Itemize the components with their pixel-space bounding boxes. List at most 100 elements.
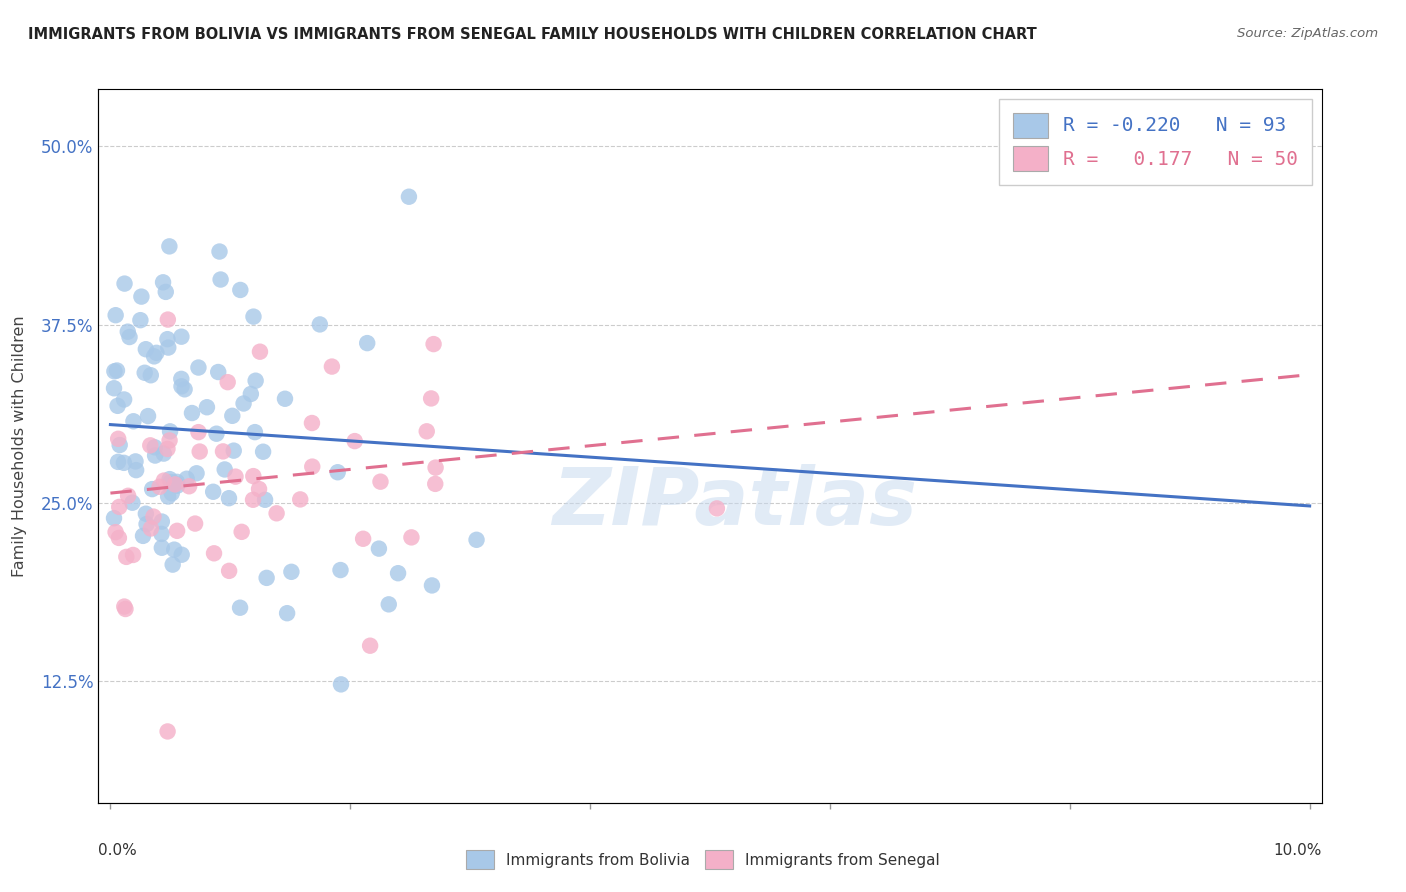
Point [205, 426, 228, 441]
Point [170, 372, 193, 386]
Point [135, 342, 157, 356]
Point [224, 469, 246, 483]
Point [107, 399, 129, 413]
Point [242, 469, 264, 483]
Point [117, 489, 139, 503]
Point [276, 606, 298, 620]
Text: 10.0%: 10.0% [1274, 843, 1322, 858]
Point [184, 516, 207, 531]
Point [170, 548, 193, 562]
Point [143, 440, 166, 454]
Point [359, 639, 381, 653]
Point [156, 312, 179, 326]
Point [706, 501, 728, 516]
Point [104, 525, 127, 540]
Point [121, 496, 143, 510]
Point [108, 531, 131, 545]
Point [125, 463, 148, 477]
Point [105, 363, 128, 377]
Point [187, 425, 209, 439]
Point [290, 492, 312, 507]
Point [398, 190, 420, 204]
Point [153, 474, 176, 488]
Point [108, 500, 131, 514]
Point [212, 444, 235, 458]
Point [368, 541, 391, 556]
Point [157, 490, 180, 504]
Point [179, 479, 201, 493]
Point [173, 382, 195, 396]
Point [145, 346, 167, 360]
Point [422, 337, 444, 351]
Point [229, 283, 252, 297]
Point [114, 277, 136, 291]
Point [148, 480, 170, 494]
Point [188, 444, 211, 458]
Point [326, 465, 349, 479]
Point [124, 454, 146, 468]
Text: Source: ZipAtlas.com: Source: ZipAtlas.com [1237, 27, 1378, 40]
Point [159, 434, 181, 448]
Point [156, 442, 179, 456]
Point [202, 546, 225, 560]
Point [387, 566, 409, 581]
Point [247, 482, 270, 496]
Point [139, 521, 162, 535]
Point [103, 364, 125, 378]
Text: ZIPatlas: ZIPatlas [553, 464, 917, 542]
Point [150, 515, 173, 529]
Point [159, 472, 181, 486]
Point [165, 476, 187, 491]
Point [231, 524, 253, 539]
Point [352, 532, 374, 546]
Point [416, 425, 439, 439]
Point [401, 530, 423, 544]
Point [136, 409, 159, 423]
Point [208, 244, 231, 259]
Point [252, 444, 274, 458]
Point [343, 434, 366, 449]
Point [243, 425, 266, 439]
Point [308, 318, 330, 332]
Point [159, 425, 181, 439]
Point [420, 392, 443, 406]
Point [229, 600, 252, 615]
Point [135, 517, 157, 532]
Point [150, 541, 173, 555]
Text: IMMIGRANTS FROM BOLIVIA VS IMMIGRANTS FROM SENEGAL FAMILY HOUSEHOLDS WITH CHILDR: IMMIGRANTS FROM BOLIVIA VS IMMIGRANTS FR… [28, 27, 1036, 42]
Point [122, 548, 145, 562]
Point [118, 330, 141, 344]
Point [301, 416, 323, 430]
Point [162, 558, 184, 572]
Point [160, 486, 183, 500]
Point [202, 484, 225, 499]
Point [157, 239, 180, 253]
Point [139, 438, 162, 452]
Point [425, 476, 447, 491]
Point [218, 491, 240, 505]
Point [280, 565, 302, 579]
Point [207, 365, 229, 379]
Point [176, 472, 198, 486]
Point [156, 332, 179, 346]
Point [218, 564, 240, 578]
Point [214, 462, 236, 476]
Point [112, 599, 135, 614]
Point [141, 482, 163, 496]
Point [256, 571, 278, 585]
Point [107, 455, 129, 469]
Point [143, 449, 166, 463]
Point [131, 290, 153, 304]
Point [166, 479, 188, 493]
Point [195, 401, 218, 415]
Point [274, 392, 297, 406]
Point [156, 724, 179, 739]
Point [117, 325, 139, 339]
Legend: R = -0.220   N = 93, R =   0.177   N = 50: R = -0.220 N = 93, R = 0.177 N = 50 [1000, 99, 1312, 185]
Point [266, 506, 288, 520]
Point [254, 492, 277, 507]
Point [370, 475, 392, 489]
Point [170, 379, 193, 393]
Point [142, 509, 165, 524]
Point [152, 275, 174, 289]
